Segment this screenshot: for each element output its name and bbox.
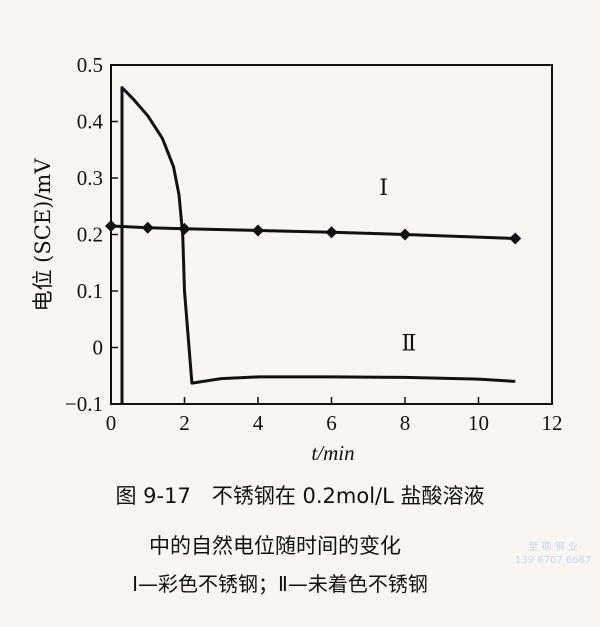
figure-caption-subtitle: 中的自然电位随时间的变化 [149, 534, 401, 558]
y-tick-label: −0.1 [65, 392, 103, 416]
series-line-1 [110, 224, 516, 240]
x-tick-label: 8 [400, 411, 411, 435]
y-axis-ticks: −0.1 0 0.1 0.2 0.3 0.4 0.5 [65, 53, 118, 416]
series-line-2 [120, 86, 516, 404]
diamond-marker [325, 226, 338, 239]
x-tick-label: 4 [253, 411, 264, 435]
diamond-marker [399, 228, 411, 241]
watermark-company: 至 德 钢 业 [528, 542, 578, 553]
chart: −0.100.10.20.30.40.5 0 2 4 6 8 10 12 ⅠⅡ 电位 (SC… [31, 53, 563, 465]
diamond-marker [509, 232, 522, 245]
watermark-phone: 139 6707 6667 [515, 555, 592, 566]
series-label-2: Ⅱ [401, 331, 416, 356]
diamond-marker [141, 221, 154, 234]
y-axis-label: 电位 (SCE)/mV [31, 158, 55, 312]
y-tick-label: 0 [93, 336, 104, 360]
figure-caption-legend: Ⅰ—彩色不锈钢；Ⅱ—未着色不锈钢 [132, 572, 428, 596]
watermark: 至 德 钢 业 139 6707 6667 [515, 541, 591, 567]
series-label-1: Ⅰ [379, 176, 388, 201]
diamond-marker [252, 224, 264, 237]
y-tick-label: 0.1 [77, 279, 103, 303]
x-tick-label: 12 [542, 411, 563, 435]
y-tick-label: 0.4 [77, 110, 104, 134]
x-tick-label: 6 [326, 411, 337, 435]
x-tick-label: 0 [106, 411, 117, 435]
y-tick-label: 0.3 [77, 166, 103, 190]
y-tick-label: 0.5 [77, 53, 103, 77]
x-tick-label: 10 [468, 411, 489, 435]
x-tick-label: 2 [179, 411, 190, 435]
data-series: ⅠⅡ [105, 86, 522, 404]
y-tick-label: 0.2 [77, 223, 103, 247]
diamond-marker [105, 220, 117, 233]
x-axis-label: t/min [311, 441, 354, 465]
figure-caption-title: 图 9-17 不锈钢在 0.2mol/L 盐酸溶液 [115, 484, 485, 508]
x-axis-ticks: 0 2 4 6 8 10 12 [106, 397, 563, 435]
